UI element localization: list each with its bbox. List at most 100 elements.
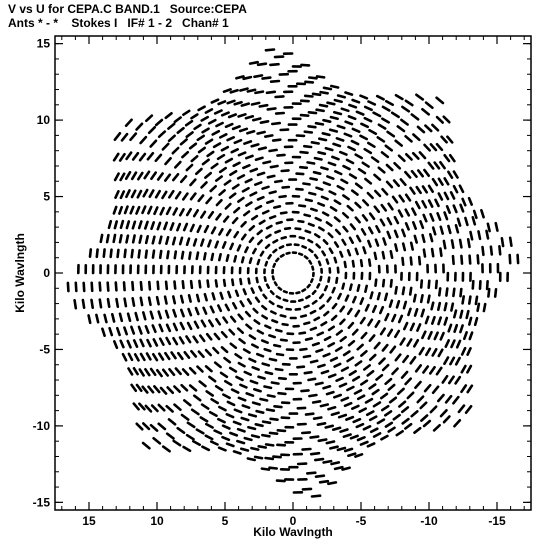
uv-point xyxy=(421,108,431,116)
uv-point xyxy=(393,229,399,239)
uv-point xyxy=(394,353,402,362)
uv-point xyxy=(309,277,314,284)
uv-point xyxy=(138,402,146,411)
uv-point xyxy=(458,184,465,194)
uv-point xyxy=(265,90,277,95)
uv-point xyxy=(193,320,200,329)
uv-point xyxy=(232,161,241,168)
uv-point xyxy=(335,276,339,285)
uv-point xyxy=(359,297,365,306)
uv-point xyxy=(233,100,243,106)
uv-point xyxy=(313,316,321,322)
uv-point xyxy=(213,429,223,435)
uv-point xyxy=(246,88,257,93)
uv-point xyxy=(347,339,356,347)
uv-point xyxy=(371,388,380,396)
uv-point xyxy=(379,327,387,336)
uv-point xyxy=(368,334,376,343)
uv-point xyxy=(109,248,113,259)
uv-point xyxy=(145,114,154,123)
uv-point xyxy=(229,342,238,350)
uv-point xyxy=(331,426,342,432)
uv-point xyxy=(368,353,377,362)
uv-point xyxy=(368,212,376,221)
uv-point xyxy=(220,145,230,152)
uv-point xyxy=(351,127,361,133)
uv-point xyxy=(233,230,240,239)
uv-point xyxy=(254,204,263,211)
uv-point xyxy=(170,351,177,360)
uv-point xyxy=(329,84,340,89)
uv-point xyxy=(125,151,133,161)
uv-point xyxy=(112,205,118,215)
uv-point xyxy=(366,141,376,148)
uv-point xyxy=(346,356,355,363)
uv-point xyxy=(354,201,362,209)
uv-point xyxy=(381,187,389,196)
uv-point xyxy=(322,118,332,123)
uv-point xyxy=(256,62,268,67)
x-tick-label: -10 xyxy=(420,514,438,528)
uv-point xyxy=(418,346,425,356)
uv-point xyxy=(429,143,438,152)
uv-point xyxy=(339,305,346,313)
uv-point xyxy=(330,411,340,417)
uv-point xyxy=(124,118,133,127)
uv-point xyxy=(209,185,217,193)
uv-point xyxy=(115,297,120,309)
uv-point xyxy=(431,347,438,357)
uv-point xyxy=(158,249,163,260)
x-tick-label: 15 xyxy=(82,514,96,528)
uv-point xyxy=(194,306,200,316)
uv-point xyxy=(406,391,415,400)
uv-point xyxy=(190,155,199,163)
uv-point xyxy=(273,55,285,59)
uv-point xyxy=(380,404,390,412)
uv-point xyxy=(231,125,241,131)
uv-point xyxy=(345,415,355,421)
uv-point xyxy=(236,439,246,445)
uv-point xyxy=(274,229,282,234)
uv-point xyxy=(118,205,123,215)
uv-point xyxy=(363,105,373,112)
uv-point xyxy=(322,352,331,358)
uv-point xyxy=(237,196,245,203)
uv-point xyxy=(340,178,349,185)
uv-point xyxy=(308,259,313,265)
uv-point xyxy=(158,352,165,361)
uv-point xyxy=(135,422,144,431)
uv-point xyxy=(192,209,199,218)
uv-point xyxy=(493,287,498,298)
uv-point xyxy=(416,169,425,178)
uv-point xyxy=(404,377,413,386)
uv-point xyxy=(309,359,319,364)
uv-point xyxy=(138,152,147,162)
uv-point xyxy=(381,250,386,260)
uv-point xyxy=(398,194,405,203)
uv-point xyxy=(137,249,141,259)
uv-point xyxy=(219,133,228,139)
uv-point xyxy=(204,348,212,357)
uv-point xyxy=(221,241,227,249)
uv-point xyxy=(189,279,194,290)
uv-point xyxy=(229,170,238,176)
uv-point xyxy=(420,308,426,318)
uv-point xyxy=(307,76,318,80)
uv-point xyxy=(237,151,247,157)
uv-point xyxy=(269,290,275,296)
uv-point xyxy=(366,369,375,377)
uv-point xyxy=(173,250,178,260)
uv-point xyxy=(436,301,442,312)
uv-point xyxy=(416,395,425,404)
uv-point xyxy=(126,312,132,323)
uv-point xyxy=(256,329,265,335)
uv-point xyxy=(376,418,386,425)
uv-point xyxy=(242,75,253,81)
uv-point xyxy=(397,154,406,163)
uv-point xyxy=(268,431,279,436)
uv-point xyxy=(258,219,266,225)
uv-point xyxy=(163,221,168,231)
uv-point xyxy=(277,376,288,381)
uv-point xyxy=(231,278,235,287)
uv-point xyxy=(427,279,431,290)
